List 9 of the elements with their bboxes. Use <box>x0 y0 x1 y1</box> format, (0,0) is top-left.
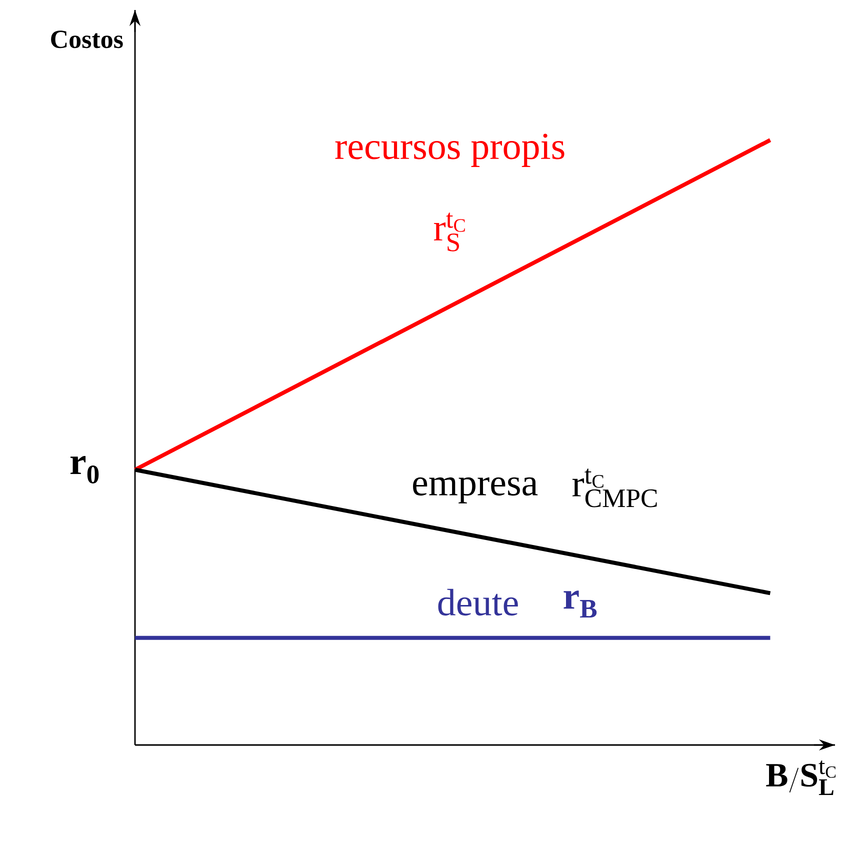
series-label: empresa <box>413 477 538 504</box>
annotation: $\mathrm{r}_{\mathrm{S}}^{\mathrm{t}_{\mathrm{C}}}$ <box>434 212 465 252</box>
annotation: $\mathrm{r}_{\mathrm{CMPC}}^{\mathrm{t}_{\mathrm{C}}}$ <box>572 468 657 508</box>
annotation: $\mathbf{r_{0}}$ <box>70 456 99 484</box>
x-axis-title: $\mathbf{B}/\mathbf{S}_{\mathbf{L}}^{\mathrm{t}_{\mathrm{C}}}$ <box>766 760 836 795</box>
y-axis-title: Costos <box>51 30 123 48</box>
series-label: deute <box>438 588 518 616</box>
series-label: recursos propis <box>335 134 564 167</box>
annotation: $\mathbf{r_{B}}$ <box>564 590 597 618</box>
